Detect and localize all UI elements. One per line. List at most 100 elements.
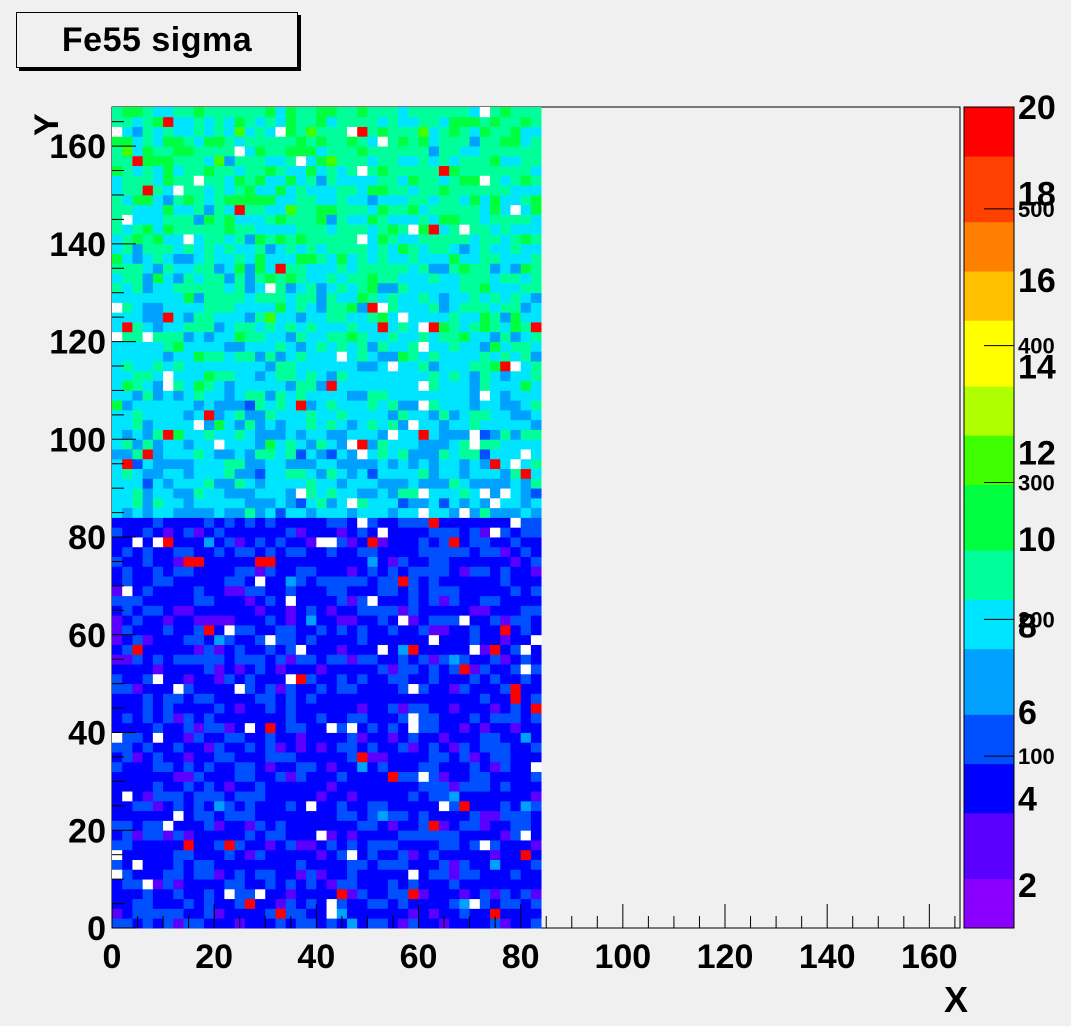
heatmap-cell xyxy=(500,810,511,821)
heatmap-cell xyxy=(510,214,522,225)
heatmap-cell xyxy=(530,126,542,137)
heatmap-cell xyxy=(459,849,470,860)
heatmap-cell xyxy=(255,370,266,382)
colorbar-segment xyxy=(964,287,1014,305)
heatmap-cell xyxy=(244,370,256,382)
heatmap-cell xyxy=(510,361,522,372)
heatmap-cell xyxy=(469,185,481,196)
heatmap-cell xyxy=(214,273,225,284)
heatmap-cell xyxy=(234,341,246,352)
heatmap-cell xyxy=(367,224,379,235)
heatmap-cell xyxy=(193,449,205,460)
heatmap-cell xyxy=(500,175,511,186)
heatmap-cell xyxy=(438,292,450,303)
heatmap-cell xyxy=(387,585,399,597)
heatmap-cell xyxy=(357,302,368,313)
heatmap-cell xyxy=(357,409,368,421)
heatmap-cell xyxy=(275,400,287,411)
heatmap-cell xyxy=(234,243,246,254)
heatmap-cell xyxy=(173,644,184,655)
heatmap-cell xyxy=(500,331,511,342)
heatmap-cell xyxy=(336,322,348,333)
heatmap-cell xyxy=(367,840,379,851)
heatmap-cell xyxy=(275,879,287,890)
heatmap-cell xyxy=(265,419,276,430)
heatmap-cell xyxy=(438,507,450,518)
heatmap-cell xyxy=(449,136,460,147)
heatmap-cell xyxy=(183,752,195,763)
heatmap-cell xyxy=(255,185,266,196)
heatmap-cell xyxy=(459,439,470,450)
heatmap-cell xyxy=(490,273,501,284)
heatmap-cell xyxy=(295,165,307,176)
heatmap-cell xyxy=(316,595,327,606)
heatmap-cell xyxy=(112,488,123,499)
heatmap-cell xyxy=(255,116,266,127)
heatmap-cell xyxy=(244,116,256,127)
heatmap-cell xyxy=(122,409,133,421)
heatmap-cell xyxy=(418,243,430,254)
heatmap-cell xyxy=(438,517,450,528)
heatmap-cell xyxy=(122,703,133,714)
heatmap-cell xyxy=(336,224,348,235)
heatmap-cell xyxy=(183,732,195,743)
heatmap-cell xyxy=(295,439,307,450)
heatmap-cell xyxy=(479,263,491,274)
heatmap-cell xyxy=(377,654,389,665)
heatmap-cell xyxy=(377,879,389,890)
heatmap-cell xyxy=(367,810,379,821)
heatmap-cell xyxy=(193,478,205,489)
heatmap-cell xyxy=(265,722,276,733)
heatmap-cell xyxy=(306,116,317,127)
heatmap-cell xyxy=(214,292,225,303)
heatmap-cell xyxy=(326,497,338,509)
heatmap-cell xyxy=(367,370,379,382)
heatmap-cell xyxy=(183,712,195,724)
heatmap-cell xyxy=(203,234,215,245)
heatmap-cell xyxy=(336,664,348,675)
heatmap-cell xyxy=(122,820,133,831)
heatmap-cell xyxy=(285,449,297,460)
heatmap-cell xyxy=(530,869,542,880)
heatmap-cell xyxy=(449,507,460,518)
heatmap-cell xyxy=(418,439,430,450)
heatmap-cell xyxy=(479,126,491,137)
heatmap-cell xyxy=(244,341,256,352)
heatmap-cell xyxy=(438,869,450,880)
y-tick-label: 140 xyxy=(49,226,106,264)
heatmap-cell xyxy=(357,273,368,284)
heatmap-cell xyxy=(214,165,225,176)
heatmap-cell xyxy=(500,370,511,382)
heatmap-cell xyxy=(346,673,358,685)
heatmap-cell xyxy=(285,488,297,499)
heatmap-cell xyxy=(530,654,542,665)
heatmap-cell xyxy=(530,194,542,206)
heatmap-cell xyxy=(306,605,317,616)
heatmap-cell xyxy=(387,673,399,685)
heatmap-cell xyxy=(183,800,195,812)
heatmap-cell xyxy=(459,918,470,929)
heatmap-cell xyxy=(479,830,491,841)
heatmap-cell xyxy=(449,449,460,460)
heatmap-cell xyxy=(459,449,470,460)
colorbar-tick-label: 18 xyxy=(1018,175,1056,213)
heatmap-cell xyxy=(336,888,348,900)
colorbar-segment xyxy=(964,484,1014,502)
heatmap-cell xyxy=(295,771,307,782)
heatmap-cell xyxy=(336,478,348,489)
heatmap-cell xyxy=(459,380,470,391)
heatmap-cell xyxy=(520,400,532,411)
heatmap-cell xyxy=(530,742,542,753)
heatmap-cell xyxy=(510,673,522,685)
heatmap-cell xyxy=(132,351,144,362)
heatmap-cell xyxy=(193,390,205,401)
heatmap-cell xyxy=(285,322,297,333)
heatmap-cell xyxy=(142,849,154,860)
x-tick-label: 80 xyxy=(502,938,540,976)
heatmap-cell xyxy=(336,234,348,245)
heatmap-cell xyxy=(173,654,184,665)
heatmap-cell xyxy=(183,116,195,127)
heatmap-cell xyxy=(244,126,256,137)
heatmap-cell xyxy=(479,351,491,362)
heatmap-cell xyxy=(479,361,491,372)
